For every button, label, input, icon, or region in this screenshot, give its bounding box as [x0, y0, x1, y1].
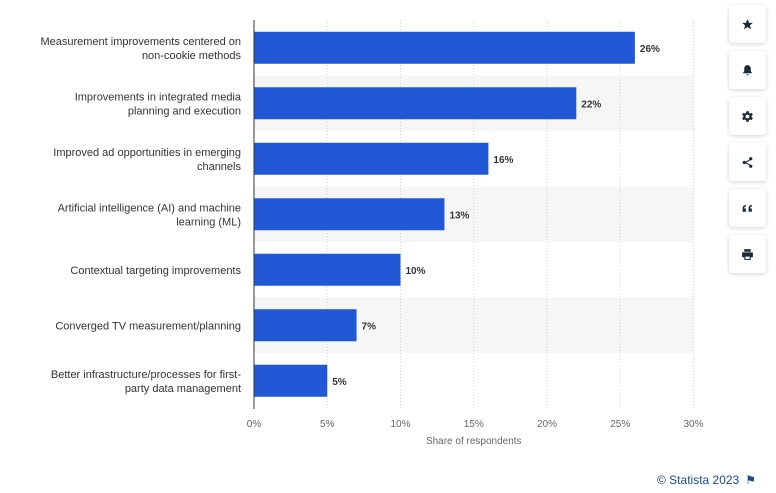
category-label: Contextual targeting improvements	[70, 265, 241, 277]
favorite-button[interactable]	[729, 5, 766, 43]
category-label-line: non-cookie methods	[142, 50, 242, 62]
bar	[254, 253, 401, 286]
category-label: Artificial intelligence (AI) and machine…	[58, 202, 241, 228]
x-tick-label: 25%	[610, 419, 630, 430]
category-label-line: planning and execution	[128, 105, 241, 117]
category-label: Measurement improvements centered on non-…	[40, 36, 241, 62]
cite-button[interactable]	[729, 189, 766, 227]
category-label-line: Converged TV measurement/planning	[55, 320, 241, 332]
data-label: 7%	[362, 321, 377, 332]
bar	[254, 309, 357, 342]
data-label: 10%	[406, 266, 426, 277]
category-label: Improvements in integrated media planning…	[75, 91, 242, 117]
x-axis-title: Share of respondents	[426, 436, 522, 447]
category-label-line: Contextual targeting improvements	[70, 265, 241, 277]
data-label: 5%	[332, 377, 347, 388]
print-button[interactable]	[729, 235, 766, 273]
category-label: Better infrastructure/processes for firs…	[51, 369, 241, 395]
x-tick-label: 15%	[464, 419, 484, 430]
category-label-line: Improvements in integrated media	[75, 91, 242, 103]
share-icon	[742, 156, 753, 168]
category-label-line: Measurement improvements centered on	[40, 36, 241, 48]
category-label-line: channels	[197, 161, 242, 173]
bell-icon	[743, 64, 752, 75]
data-label: 13%	[449, 210, 469, 221]
settings-button[interactable]	[729, 97, 766, 135]
category-label-line: party data management	[125, 383, 241, 395]
flag-icon[interactable]: ⚑	[745, 473, 756, 487]
statista-credit[interactable]: © Statista 2023 ⚑	[657, 473, 756, 487]
print-icon	[742, 248, 753, 260]
star-icon	[742, 18, 753, 29]
quote-icon	[742, 204, 752, 212]
category-label-line: learning (ML)	[176, 216, 241, 228]
category-label: Converged TV measurement/planning	[55, 320, 241, 332]
category-label: Improved ad opportunities in emerging cha…	[53, 147, 241, 173]
data-label: 26%	[640, 44, 660, 55]
data-label: 16%	[493, 155, 513, 166]
data-label: 22%	[581, 99, 601, 110]
bar	[254, 31, 635, 64]
gear-icon	[742, 110, 753, 122]
x-tick-label: 0%	[247, 419, 262, 430]
notification-button[interactable]	[729, 51, 766, 89]
bar	[254, 87, 577, 120]
x-tick-label: 10%	[390, 419, 410, 430]
bar	[254, 142, 489, 175]
x-tick-label: 30%	[683, 419, 703, 430]
bar-chart: 26% Measurement improvements centered on n…	[40, 20, 704, 447]
bar	[254, 198, 445, 231]
credit-text[interactable]: © Statista 2023	[657, 473, 740, 487]
category-label-line: Better infrastructure/processes for firs…	[51, 369, 241, 381]
toolbar	[729, 5, 766, 273]
share-button[interactable]	[729, 143, 766, 181]
x-tick-label: 20%	[537, 419, 557, 430]
bar	[254, 364, 328, 397]
category-label-line: Improved ad opportunities in emerging	[53, 147, 241, 159]
x-tick-label: 5%	[320, 419, 335, 430]
category-label-line: Artificial intelligence (AI) and machine	[58, 202, 241, 214]
